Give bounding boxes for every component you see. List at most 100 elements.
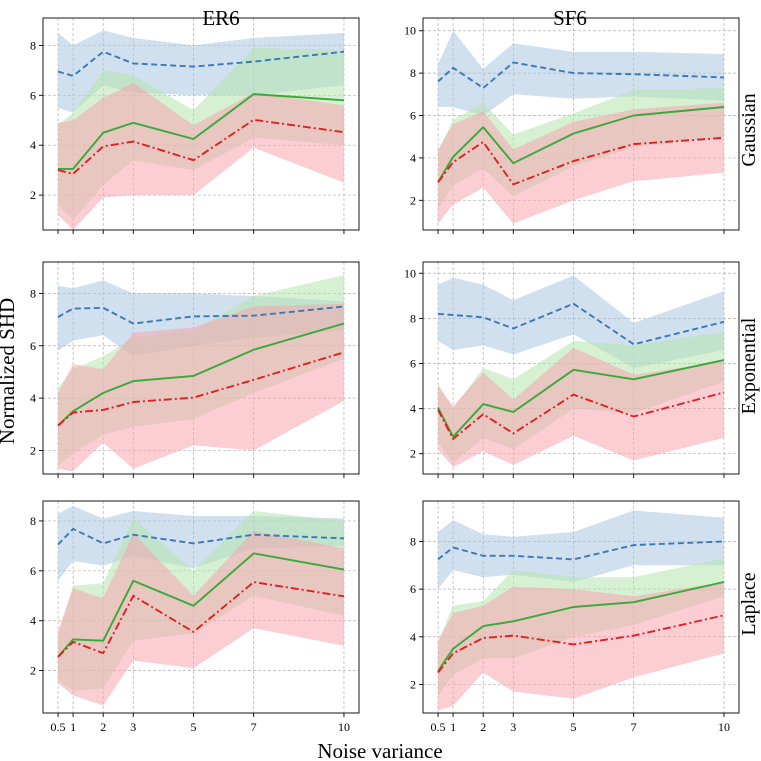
series-line-red-dashdot (57, 351, 345, 427)
x-tick-label: 3 (130, 720, 136, 734)
plot-area (437, 30, 725, 224)
series-line-red-dashdot (437, 614, 725, 674)
series-line-blue-dashed (57, 50, 345, 77)
x-tick-label: 5 (190, 720, 196, 734)
y-tick-label: 8 (410, 534, 416, 548)
y-tick-label: 4 (410, 151, 416, 165)
band-blue-dashed (438, 510, 724, 590)
panel-frame (422, 17, 740, 231)
row-label-gaussian: Gaussian (738, 93, 760, 166)
x-tick-label: 5 (570, 720, 576, 734)
y-tick-label: 2 (30, 664, 36, 678)
y-ticks: 2 4 6 8 (30, 514, 43, 678)
band-red-dashdot (58, 530, 344, 706)
series-line-green-solid (437, 106, 725, 183)
panel-frame (42, 500, 360, 714)
x-tick-label: 7 (631, 720, 637, 734)
series-line-green-solid (437, 581, 725, 672)
x-ticks (437, 230, 725, 234)
x-ticks: 0.5 1 2 3 5 7 10 (431, 713, 730, 734)
panel-er6-gaussian: 2 4 6 8 (30, 17, 360, 234)
y-ticks: 2 4 6 8 (410, 534, 423, 691)
y-ticks: 2 4 6 8 (30, 38, 43, 202)
x-axis-title: Noise variance (317, 739, 442, 761)
y-ticks: 2 4 6 8 (30, 286, 43, 457)
series-line-red-dashdot (437, 136, 725, 186)
y-tick-label: 10 (404, 24, 416, 38)
y-tick-label: 2 (410, 677, 416, 691)
y-tick-label: 6 (410, 109, 416, 123)
x-ticks (57, 474, 345, 478)
y-tick-label: 2 (30, 443, 36, 457)
series-line-blue-dashed (437, 540, 725, 561)
band-red-dashdot (438, 582, 724, 711)
y-tick-label: 4 (410, 402, 416, 416)
x-tick-label: 7 (251, 720, 257, 734)
y-ticks: 2 4 6 8 10 (404, 24, 423, 207)
y-tick-label: 2 (410, 193, 416, 207)
y-tick-label: 6 (30, 339, 36, 353)
series-line-red-dashdot (437, 391, 725, 440)
x-tick-label: 2 (100, 720, 106, 734)
y-tick-label: 2 (410, 447, 416, 461)
panels: 2 4 6 8 2 4 6 8 10 2 4 6 8 2 4 6 8 10 2 4 6 8 0.5 1 2 3 5 7 10 2 4 6 8 0.… (30, 17, 740, 734)
x-tick-label: 2 (480, 720, 486, 734)
y-tick-label: 8 (410, 311, 416, 325)
y-tick-label: 10 (404, 266, 416, 280)
series-line-blue-dashed (57, 527, 345, 546)
x-ticks (57, 230, 345, 234)
series-line-blue-dashed (57, 305, 345, 325)
plot-area (437, 275, 725, 468)
band-red-dashdot (58, 303, 344, 472)
series-line-red-dashdot (57, 581, 345, 658)
x-tick-label: 0.5 (431, 720, 446, 734)
y-tick-label: 4 (30, 614, 36, 628)
panel-sf6-exponential: 2 4 6 8 10 (404, 261, 740, 478)
panel-frame (42, 261, 360, 475)
panel-frame (422, 500, 740, 714)
series-line-green-solid (57, 322, 345, 427)
series-line-red-dashdot (57, 118, 345, 175)
panel-er6-exponential: 2 4 6 8 (30, 261, 360, 478)
x-tick-label: 3 (510, 720, 516, 734)
y-tick-label: 4 (30, 138, 36, 152)
y-tick-label: 8 (30, 38, 36, 52)
plot-area (437, 510, 725, 711)
series-line-blue-dashed (437, 302, 725, 346)
series-line-green-solid (58, 93, 345, 170)
plot-area (57, 30, 345, 230)
y-tick-label: 8 (30, 514, 36, 528)
x-ticks: 0.5 1 2 3 5 7 10 (51, 713, 350, 734)
series-line-green-solid (57, 552, 345, 658)
x-tick-label: 1 (450, 720, 456, 734)
y-tick-label: 8 (30, 286, 36, 300)
band-red-dashdot (58, 82, 344, 230)
band-red-dashdot (438, 102, 724, 224)
y-tick-label: 6 (30, 564, 36, 578)
panel-sf6-gaussian: 2 4 6 8 10 (404, 17, 740, 234)
x-ticks (437, 474, 725, 478)
y-tick-label: 6 (410, 356, 416, 370)
panel-frame (422, 261, 740, 475)
panel-frame (42, 17, 360, 231)
y-ticks: 2 4 6 8 10 (404, 266, 423, 461)
y-tick-label: 8 (410, 66, 416, 80)
y-axis-title: Normalized SHD (0, 298, 19, 444)
series-line-green-solid (437, 359, 725, 438)
y-tick-label: 4 (30, 391, 36, 405)
panel-er6-laplace: 2 4 6 8 0.5 1 2 3 5 7 10 (30, 500, 360, 734)
plot-area (57, 275, 345, 472)
x-tick-label: 10 (718, 720, 730, 734)
plot-area (57, 506, 345, 706)
y-tick-label: 6 (410, 582, 416, 596)
series-line-blue-dashed (437, 61, 725, 89)
x-tick-label: 0.5 (51, 720, 66, 734)
y-tick-label: 2 (30, 188, 36, 202)
panel-sf6-laplace: 2 4 6 8 0.5 1 2 3 5 7 10 (410, 500, 740, 734)
band-red-dashdot (438, 347, 724, 468)
y-tick-label: 4 (410, 630, 416, 644)
x-tick-label: 1 (70, 720, 76, 734)
y-tick-label: 6 (30, 88, 36, 102)
x-tick-label: 10 (338, 720, 350, 734)
